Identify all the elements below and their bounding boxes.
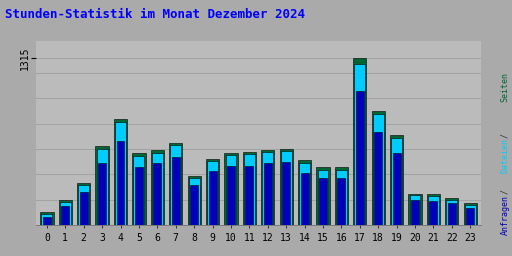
Bar xyxy=(335,167,348,225)
Bar xyxy=(281,151,292,225)
Bar xyxy=(448,203,456,225)
Bar xyxy=(59,200,72,225)
Bar xyxy=(354,64,365,225)
Bar xyxy=(262,152,273,225)
Bar xyxy=(466,208,474,225)
Bar xyxy=(409,194,422,225)
Bar xyxy=(411,200,419,225)
Bar xyxy=(78,185,89,225)
Bar xyxy=(264,163,272,225)
Bar xyxy=(353,58,367,225)
Bar xyxy=(80,191,88,225)
Bar xyxy=(207,161,218,225)
Bar xyxy=(151,150,164,225)
Bar xyxy=(319,178,327,225)
Bar xyxy=(152,153,163,225)
Bar xyxy=(43,217,51,225)
Text: Stunden-Statistik im Monat Dezember 2024: Stunden-Statistik im Monat Dezember 2024 xyxy=(5,8,305,21)
Bar xyxy=(117,141,124,225)
Bar xyxy=(208,171,217,225)
Bar xyxy=(245,166,253,225)
Bar xyxy=(393,153,400,225)
Bar xyxy=(316,167,330,225)
Text: Dateien: Dateien xyxy=(500,138,509,173)
Bar xyxy=(298,161,311,225)
Bar xyxy=(244,154,255,225)
Bar xyxy=(282,162,290,225)
Bar xyxy=(40,212,54,225)
Text: /: / xyxy=(500,128,509,143)
Bar xyxy=(61,206,69,225)
Bar xyxy=(41,214,52,225)
Bar xyxy=(390,135,403,225)
Bar xyxy=(225,155,237,225)
Bar xyxy=(190,185,198,225)
Bar xyxy=(172,157,180,225)
Bar xyxy=(430,201,437,225)
Bar xyxy=(135,167,143,225)
Bar xyxy=(463,203,477,225)
Text: Seiten: Seiten xyxy=(500,72,509,102)
Bar xyxy=(187,176,201,225)
Bar xyxy=(169,143,182,225)
Bar xyxy=(77,183,90,225)
Bar xyxy=(280,149,293,225)
Bar xyxy=(445,198,458,225)
Bar xyxy=(336,170,347,225)
Bar xyxy=(114,119,127,225)
Bar xyxy=(170,145,181,225)
Text: Anfragen: Anfragen xyxy=(500,195,509,234)
Bar xyxy=(224,153,238,225)
Bar xyxy=(428,196,439,225)
Bar xyxy=(301,173,309,225)
Bar xyxy=(97,149,108,225)
Bar xyxy=(465,205,476,225)
Bar xyxy=(98,163,106,225)
Bar xyxy=(134,156,144,225)
Bar xyxy=(95,146,109,225)
Bar xyxy=(427,194,440,225)
Text: /: / xyxy=(500,184,509,199)
Bar xyxy=(446,200,457,225)
Bar xyxy=(189,178,200,225)
Bar xyxy=(337,178,346,225)
Bar xyxy=(372,111,385,225)
Bar xyxy=(299,163,310,225)
Bar xyxy=(410,195,420,225)
Bar xyxy=(261,150,274,225)
Bar xyxy=(391,138,402,225)
Bar xyxy=(227,166,235,225)
Bar xyxy=(243,152,256,225)
Bar xyxy=(206,159,219,225)
Bar xyxy=(154,163,161,225)
Bar xyxy=(132,153,145,225)
Bar xyxy=(115,122,126,225)
Bar xyxy=(317,170,328,225)
Bar xyxy=(373,114,383,225)
Bar xyxy=(60,202,71,225)
Bar xyxy=(374,133,382,225)
Bar xyxy=(356,91,364,225)
